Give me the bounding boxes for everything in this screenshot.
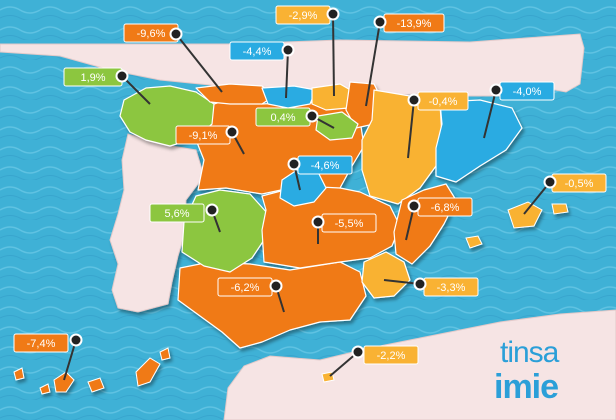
callout-extremadura: 5,6% <box>149 203 221 233</box>
callout-value: -2,2% <box>377 350 406 362</box>
callout-andalucia: -6,2% <box>217 277 285 313</box>
callout-value: 0,4% <box>270 112 295 124</box>
callout-pointer <box>285 49 289 99</box>
callout-pointer <box>523 181 551 215</box>
callout-pointer <box>483 89 497 139</box>
callout-value: -13,9% <box>397 18 432 30</box>
callout-pin <box>117 71 127 81</box>
callout-pointer <box>63 339 77 381</box>
callout-pin <box>227 127 237 137</box>
callout-la-rioja: 0,4% <box>255 107 335 129</box>
value-callouts: 1,9% -9,6% -4,4% -2,9% -13,9% 0,4% -0,4% -4,0% -… <box>13 5 607 381</box>
callout-cataluna: -4,0% <box>483 81 555 139</box>
callout-pointer <box>175 33 223 93</box>
region-canarias-2 <box>159 347 171 361</box>
logo-line2: imie <box>494 368 558 406</box>
callout-pin <box>307 111 317 121</box>
callout-pin <box>313 217 323 227</box>
callout-pointer <box>332 13 335 97</box>
region-canarias-5 <box>13 367 25 381</box>
callout-aragon: -0,4% <box>407 91 469 159</box>
callout-pin <box>171 29 181 39</box>
callout-pin <box>271 281 281 291</box>
callout-valencia: -6,8% <box>405 197 473 241</box>
callout-value: -9,6% <box>137 28 166 40</box>
callout-pin <box>353 347 363 357</box>
callout-murcia: -3,3% <box>383 277 479 297</box>
callout-value: -4,6% <box>311 160 340 172</box>
callout-asturias: -9,6% <box>123 23 223 93</box>
callout-pin <box>409 201 419 211</box>
region-canarias-1 <box>135 357 161 387</box>
callout-value: -7,4% <box>27 338 56 350</box>
callout-pin <box>375 17 385 27</box>
callout-pin <box>207 205 217 215</box>
africa-land <box>223 309 616 420</box>
callout-value: -4,0% <box>513 86 542 98</box>
region-baleares-menorca <box>551 203 569 215</box>
callout-value: 1,9% <box>80 72 105 84</box>
callout-pin <box>545 177 555 187</box>
callout-box <box>363 345 419 365</box>
callout-pin <box>289 159 299 169</box>
region-murcia <box>361 251 411 299</box>
callout-value: -0,4% <box>429 96 458 108</box>
callout-value: -4,4% <box>243 46 272 58</box>
callout-value: -9,1% <box>189 130 218 142</box>
callout-castilla-la-mancha: -5,5% <box>311 213 377 244</box>
region-canarias-6 <box>39 383 51 395</box>
callout-pointer <box>365 21 381 107</box>
region-baleares-mallorca <box>507 201 543 229</box>
callout-pin <box>409 95 419 105</box>
region-baleares-ibiza <box>465 235 483 249</box>
callout-value: 5,6% <box>164 208 189 220</box>
logo-line1: tinsa <box>500 336 560 369</box>
callout-navarra: -13,9% <box>365 13 445 107</box>
callout-pointer <box>121 75 151 105</box>
region-canarias-3 <box>53 371 75 393</box>
region-canarias-4 <box>87 377 105 393</box>
callout-ceuta-melilla: -2,2% <box>329 345 419 377</box>
callout-box <box>13 333 69 353</box>
callout-pin <box>283 45 293 55</box>
callout-pin <box>71 335 81 345</box>
region-cantabria <box>261 85 317 109</box>
callout-castilla-y-leon: -9,1% <box>175 125 245 155</box>
region-la-rioja <box>315 111 359 141</box>
callout-value: -3,3% <box>437 282 466 294</box>
region-cataluna <box>435 99 523 183</box>
callout-galicia: 1,9% <box>63 67 151 105</box>
callout-value: -6,8% <box>431 202 460 214</box>
callout-value: -5,5% <box>335 218 364 230</box>
callout-value: -6,2% <box>231 282 260 294</box>
callout-baleares: -0,5% <box>523 173 607 215</box>
portugal-land <box>109 133 205 313</box>
callout-box <box>149 203 205 223</box>
callout-pais-vasco: -2,9% <box>275 5 340 97</box>
callout-madrid: -4,6% <box>287 155 353 191</box>
callout-pin <box>415 279 425 289</box>
callout-pin <box>328 9 338 19</box>
tinsa-logo: tinsa imie <box>494 336 561 406</box>
callout-pointer <box>407 99 415 159</box>
callout-canarias: -7,4% <box>13 333 83 381</box>
callout-value: -2,9% <box>289 10 318 22</box>
callout-cantabria: -4,4% <box>229 41 295 99</box>
callout-value: -0,5% <box>565 178 594 190</box>
callout-pin <box>491 85 501 95</box>
